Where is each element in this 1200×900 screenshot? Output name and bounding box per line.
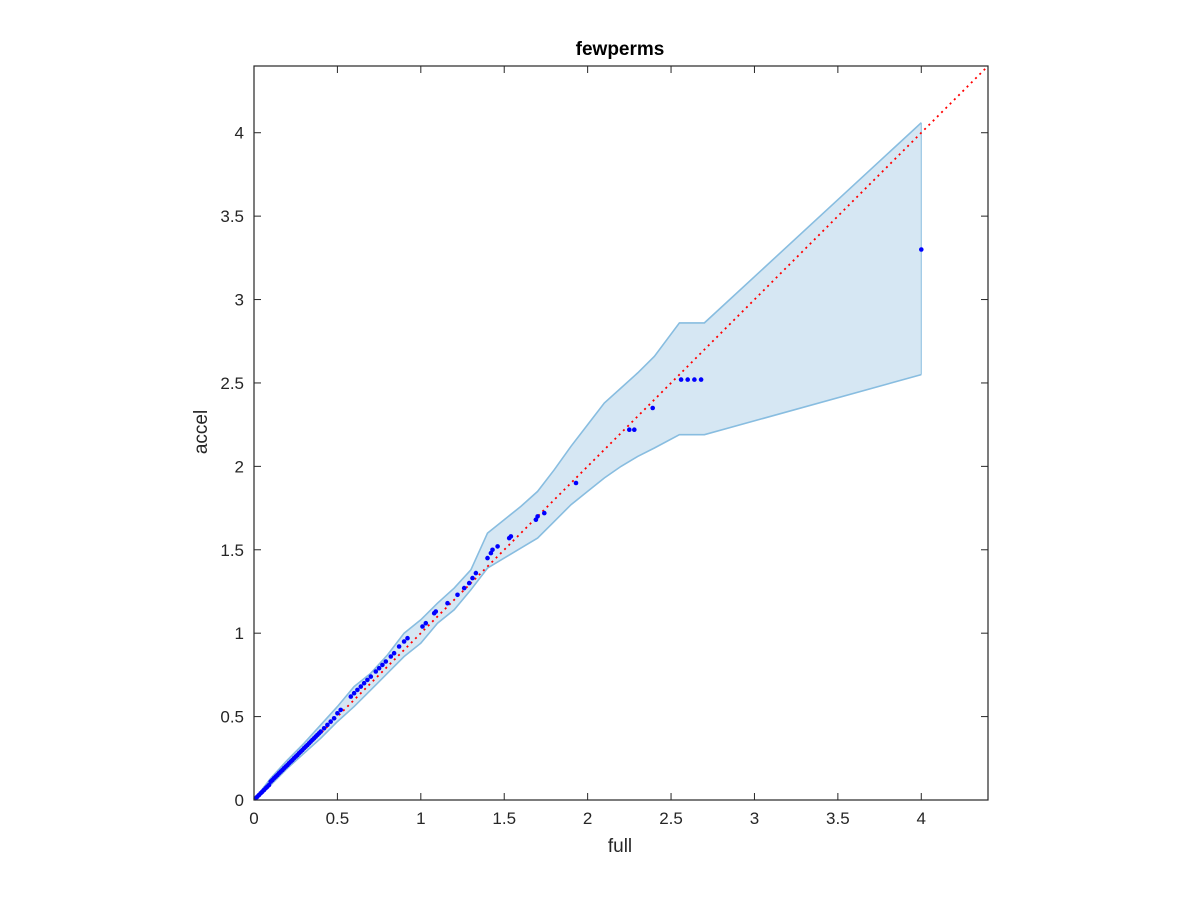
- y-tick-label: 3: [235, 291, 244, 310]
- tick-labels: 0 0.5 1 1.5 2 2.5 3 3.5 4 0 0.5 1 1.5 2 2.5 3 3.5 4: [220, 124, 926, 828]
- data-point: [535, 514, 540, 519]
- data-point: [365, 677, 370, 683]
- data-point: [391, 650, 397, 656]
- data-point: [461, 585, 467, 591]
- data-point: [328, 719, 334, 724]
- data-point: [423, 620, 429, 626]
- data-point: [433, 609, 439, 614]
- data-point: [490, 547, 495, 553]
- band-fill: [254, 122, 922, 800]
- data-point: [542, 510, 547, 516]
- data-point: [685, 377, 690, 382]
- scatter-points: [253, 247, 924, 801]
- data-point: [445, 600, 450, 606]
- data-point: [325, 722, 330, 728]
- x-tick-label: 1.5: [492, 809, 516, 828]
- data-point: [368, 674, 374, 679]
- data-point: [331, 716, 337, 721]
- x-tick-label: 1: [416, 809, 425, 828]
- data-point: [373, 669, 379, 674]
- y-tick-label: 3.5: [220, 207, 244, 226]
- data-point: [508, 534, 514, 539]
- y-tick-label: 2: [235, 457, 244, 476]
- axes: [253, 65, 989, 801]
- identity-line-mark: [253, 65, 989, 801]
- data-point: [678, 377, 684, 382]
- data-point: [355, 687, 360, 693]
- data-point: [358, 684, 364, 689]
- data-point: [401, 639, 407, 644]
- y-axis-label: accel: [191, 410, 212, 454]
- data-point: [318, 729, 324, 734]
- data-point: [338, 707, 344, 713]
- band-lower-edge: [253, 373, 922, 801]
- data-point: [321, 726, 327, 731]
- x-tick-label: 0.5: [326, 809, 350, 828]
- y-tick-label: 1.5: [220, 541, 244, 560]
- data-point: [473, 570, 479, 576]
- identity-line: [253, 65, 989, 801]
- y-tick-label: 2.5: [220, 374, 244, 393]
- chart-title: fewperms: [576, 39, 665, 60]
- data-point: [627, 427, 632, 433]
- x-tick-label: 4: [917, 809, 926, 828]
- data-point: [388, 654, 394, 659]
- data-point: [495, 544, 500, 549]
- data-point: [698, 377, 704, 382]
- data-point: [420, 624, 425, 629]
- data-point: [466, 580, 472, 586]
- data-point: [470, 575, 475, 581]
- x-tick-label: 3: [750, 809, 759, 828]
- y-tick-label: 0: [235, 791, 244, 810]
- data-point: [335, 711, 340, 716]
- y-tick-label: 4: [235, 124, 244, 143]
- data-point: [405, 635, 410, 641]
- data-point: [266, 782, 272, 788]
- data-point: [380, 662, 385, 668]
- data-point: [361, 680, 367, 686]
- x-tick-label: 3.5: [826, 809, 850, 828]
- x-tick-label: 2.5: [659, 809, 683, 828]
- data-point: [632, 427, 637, 433]
- data-point: [919, 247, 924, 252]
- x-tick-label: 0: [249, 809, 258, 828]
- data-point: [650, 405, 655, 411]
- y-tick-label: 0.5: [220, 708, 244, 727]
- data-point: [376, 665, 382, 671]
- data-point: [573, 480, 579, 486]
- data-point: [351, 690, 357, 696]
- data-point: [692, 377, 697, 382]
- data-point: [455, 592, 460, 598]
- data-point: [396, 644, 402, 649]
- x-tick-label: 2: [583, 809, 592, 828]
- data-point: [383, 659, 389, 664]
- data-point: [348, 694, 354, 699]
- x-axis-label: full: [608, 836, 632, 857]
- band-upper-edge: [253, 122, 922, 801]
- y-tick-label: 1: [235, 624, 244, 643]
- axes-box: [253, 65, 989, 801]
- confidence-band: [253, 122, 922, 801]
- data-point: [485, 555, 490, 561]
